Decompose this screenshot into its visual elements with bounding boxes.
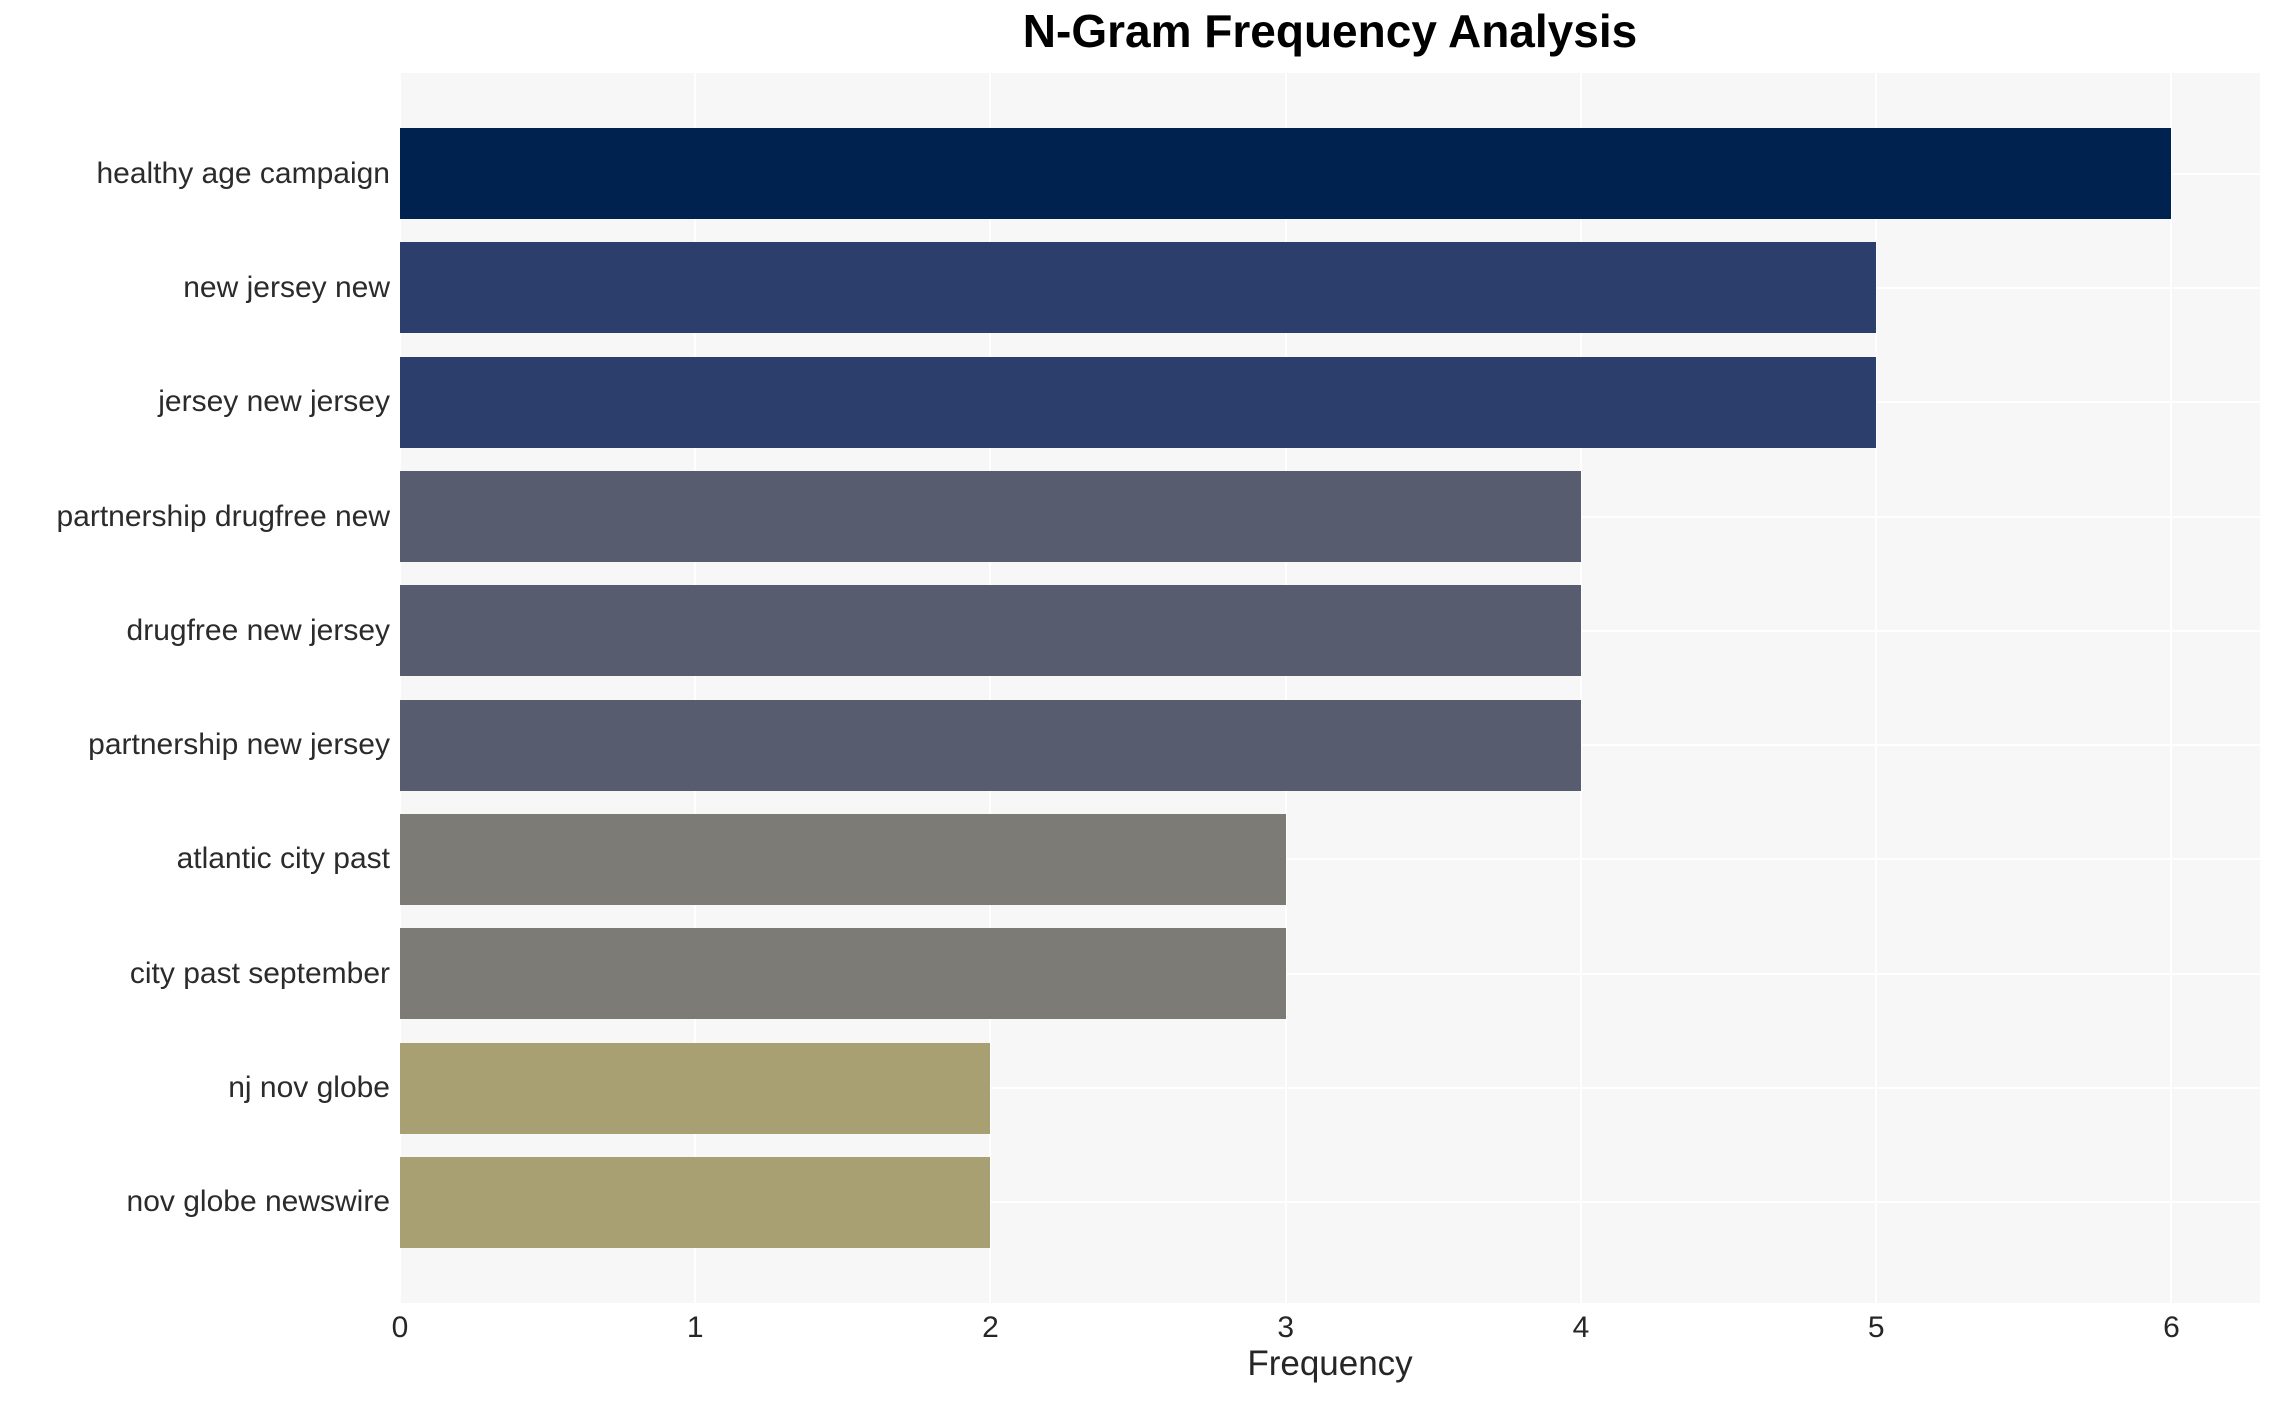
bar-atlantic-city-past [400, 813, 1286, 905]
vertical-gridline [399, 73, 401, 1303]
vertical-gridline [694, 73, 697, 1303]
chart-title: N-Gram Frequency Analysis [1022, 5, 1638, 57]
category-label: partnership drugfree new [56, 499, 390, 533]
vertical-gridline [989, 73, 992, 1303]
bar-partnership-new-jersey [400, 699, 1581, 791]
bar-jersey-new-jersey [400, 356, 1877, 448]
horizontal-gridline [400, 858, 2260, 861]
bar-city-past-september [400, 928, 1286, 1020]
category-label: atlantic city past [176, 842, 390, 876]
vertical-gridline [1875, 73, 1878, 1303]
horizontal-gridline [400, 1087, 2260, 1090]
bar-new-jersey-new [400, 242, 1877, 334]
x-tick-label: 0 [391, 1311, 409, 1344]
horizontal-gridline [400, 972, 2260, 975]
x-tick-label: 4 [1572, 1311, 1590, 1344]
category-label: partnership new jersey [88, 728, 390, 762]
bar-nov-globe-newswire [400, 1156, 991, 1248]
category-label: nj nov globe [228, 1071, 390, 1105]
x-tick-label: 2 [982, 1311, 999, 1344]
x-tick-label: 3 [1277, 1311, 1295, 1344]
x-tick-label: 6 [2163, 1311, 2180, 1344]
x-tick-label: 5 [1867, 1311, 1885, 1344]
category-label: city past september [129, 956, 390, 990]
plot-area [399, 73, 2260, 1303]
bar-nj-nov-globe [400, 1042, 991, 1134]
x-axis-title: Frequency [1247, 1344, 1413, 1383]
x-tick-label: 1 [686, 1311, 704, 1344]
vertical-gridline [1579, 73, 1582, 1303]
horizontal-gridline [400, 1201, 2260, 1204]
category-label: healthy age campaign [96, 156, 390, 190]
category-label: new jersey new [183, 270, 390, 304]
bar-drugfree-new-jersey [400, 585, 1581, 677]
category-label: drugfree new jersey [126, 613, 390, 647]
bar-healthy-age-campaign [400, 128, 2172, 220]
vertical-gridline [1284, 73, 1287, 1303]
category-label: jersey new jersey [158, 385, 390, 419]
category-label: nov globe newswire [126, 1185, 390, 1219]
vertical-gridline [2170, 73, 2173, 1303]
bar-partnership-drugfree-new [400, 471, 1581, 563]
